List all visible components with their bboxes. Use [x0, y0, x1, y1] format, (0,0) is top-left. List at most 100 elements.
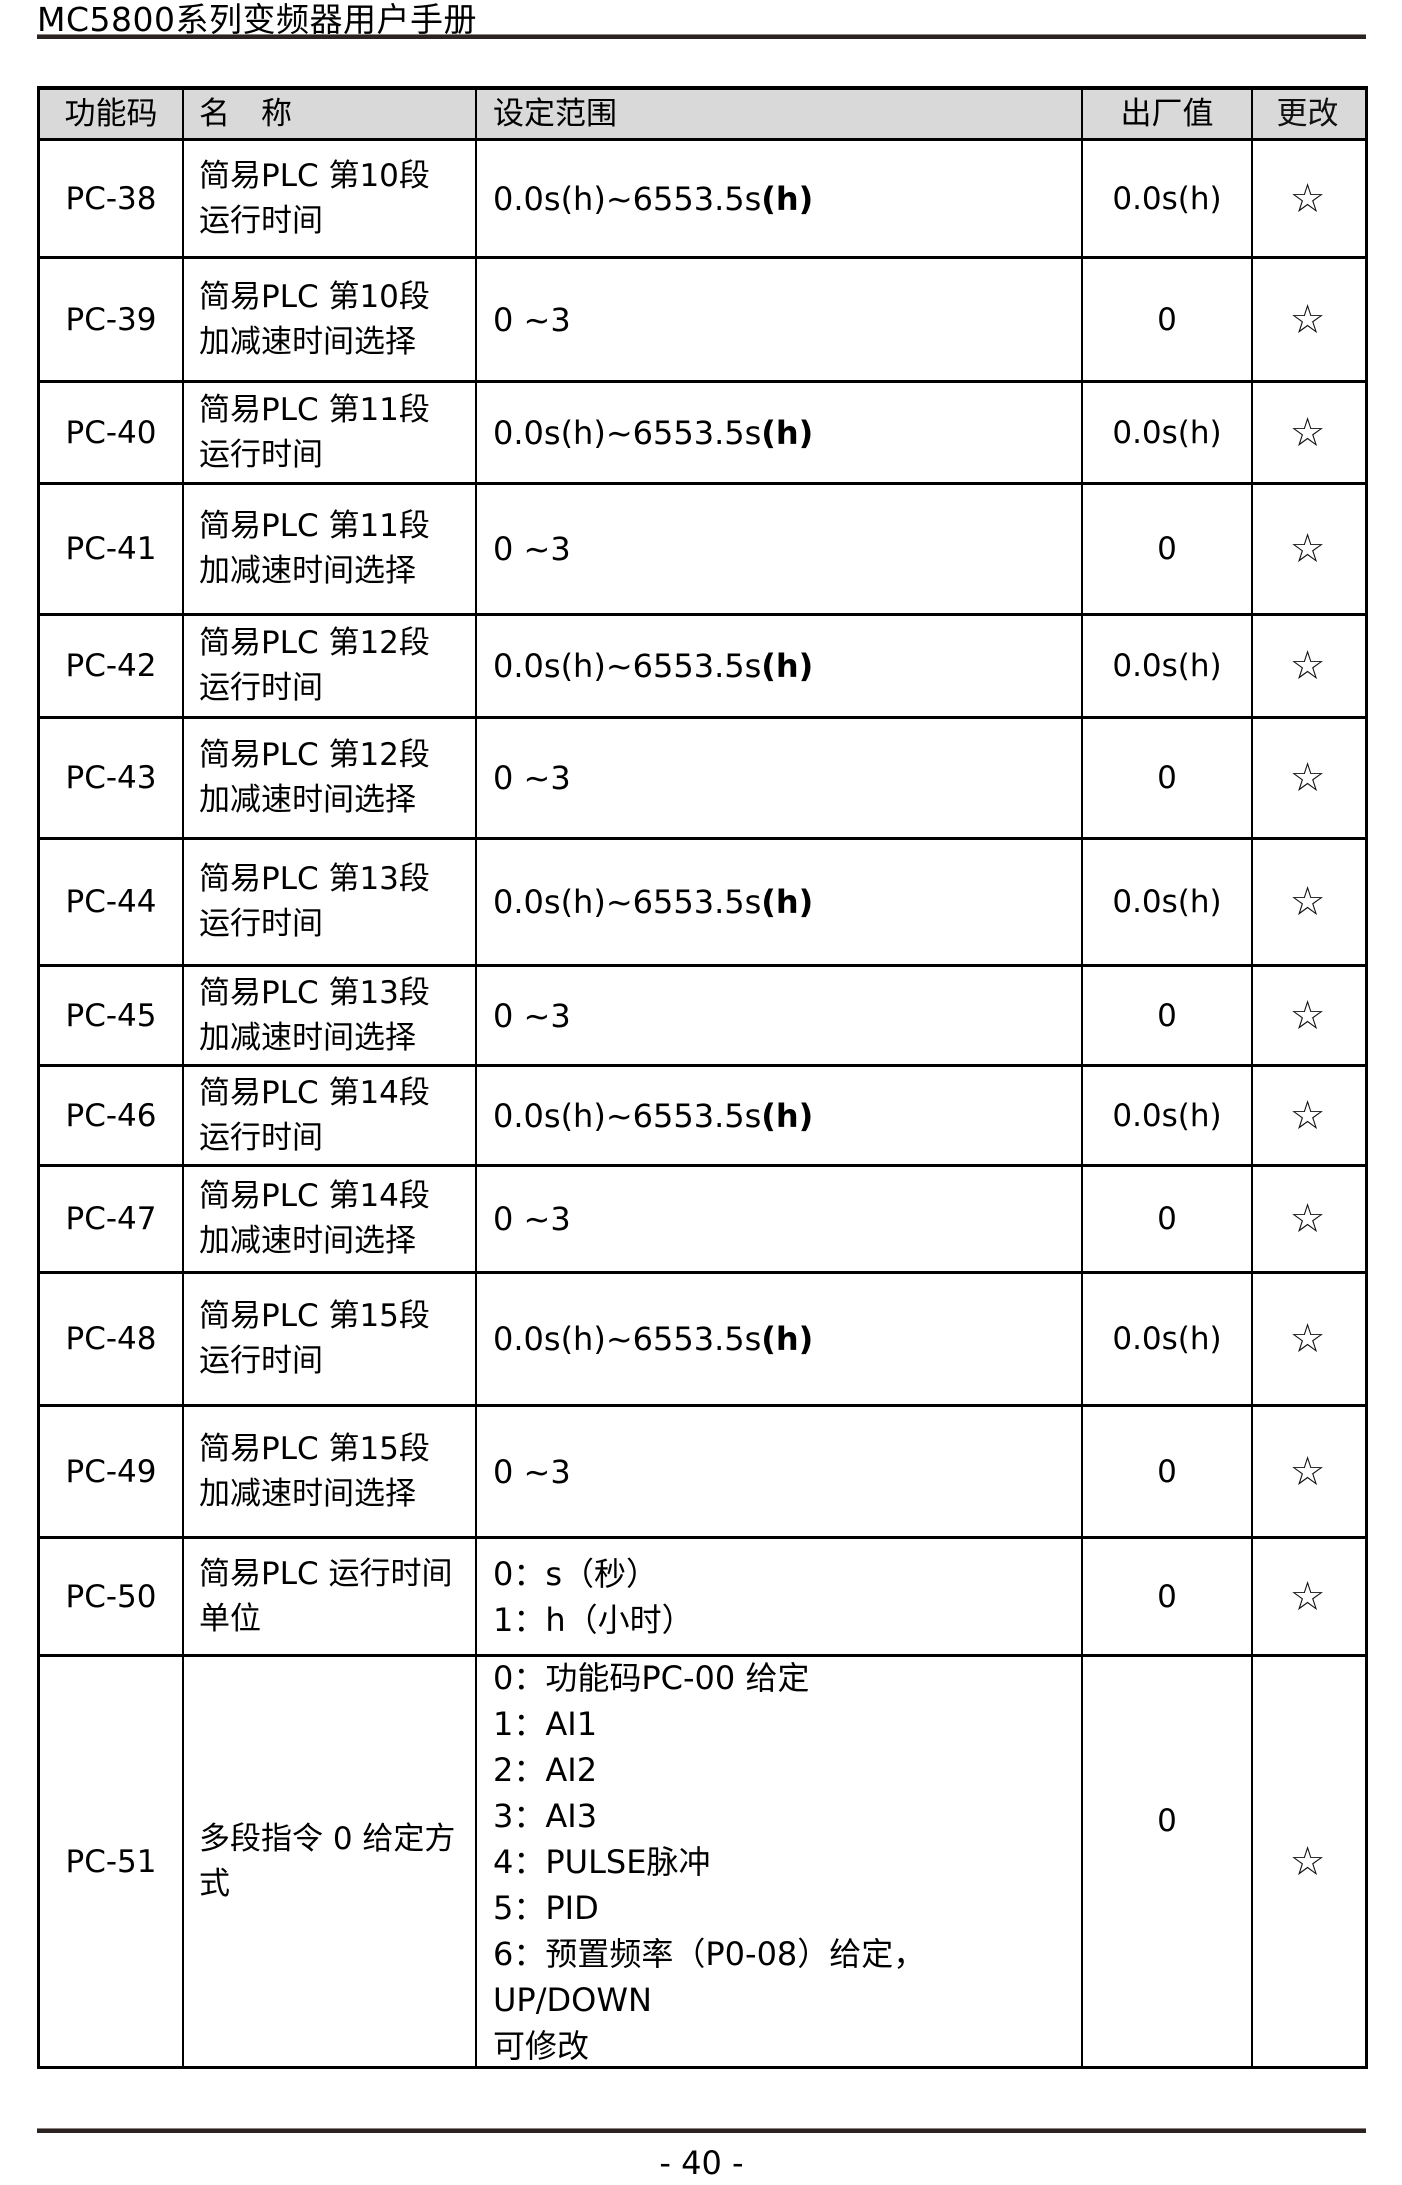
factory-value-cell: 0: [1083, 485, 1253, 613]
range-line: 1：h（小时）: [493, 1597, 1081, 1643]
name-line: 简易PLC 第13段: [199, 974, 430, 1011]
table-header-row: 功能码名 称设定范围 出厂值 更改: [40, 90, 1365, 141]
setting-range-cell: 0.0s(h)~6553.5s(h): [477, 840, 1083, 964]
factory-value-cell: 0: [1083, 1167, 1253, 1271]
change-cell: ☆: [1253, 1274, 1362, 1404]
change-cell: ☆: [1253, 141, 1362, 256]
change-star-icon: ☆: [1289, 1196, 1326, 1242]
name-cell: 简易PLC 第13段 加减速时间选择: [184, 967, 477, 1064]
range-line: 0.0s(h)~6553.5s(h): [493, 1316, 1081, 1362]
range-text: 3：AI3: [493, 1796, 598, 1835]
name-line: 简易PLC 第15段: [199, 1430, 430, 1467]
table-row: PC-43 简易PLC 第12段 加减速时间选择 0 ~3 0 ☆: [40, 719, 1365, 840]
change-cell: ☆: [1253, 1539, 1362, 1654]
name-cell: 简易PLC 第14段 加减速时间选择: [184, 1167, 477, 1271]
change-star-icon: ☆: [1289, 1573, 1326, 1620]
table-row: PC-38 简易PLC 第10段 运行时间 0.0s(h)~6553.5s(h) 0.0…: [40, 141, 1365, 259]
setting-range-cell: 0 ~3: [477, 967, 1083, 1064]
function-code-cell: PC-38: [40, 141, 184, 256]
range-text: (h): [761, 883, 814, 921]
range-text: 0.0s(h)~6553.5s: [493, 179, 762, 218]
change-star-icon: ☆: [1289, 1092, 1326, 1139]
table-row: PC-51 多段指令 0 给定方式 0：功能码PC-00 给定 1：AI1 2：AI2 3…: [40, 1657, 1365, 2066]
range-line: 0 ~3: [493, 1449, 1081, 1495]
range-text: 0 ~3: [493, 300, 571, 339]
name-line: 简易PLC 第11段: [199, 391, 430, 428]
change-cell: ☆: [1253, 485, 1362, 613]
factory-value-cell: 0: [1083, 719, 1253, 837]
change-cell: ☆: [1253, 719, 1362, 837]
name-cell: 简易PLC 第11段 运行时间: [184, 383, 477, 482]
change-star-icon: ☆: [1289, 296, 1326, 343]
change-star-icon: ☆: [1289, 1448, 1326, 1495]
page-title: MC5800系列变频器用户手册: [37, 0, 477, 39]
factory-value-cell: 0.0s(h): [1083, 383, 1253, 482]
change-star-icon: ☆: [1289, 643, 1326, 689]
range-line: 0.0s(h)~6553.5s(h): [493, 176, 1081, 222]
range-line: 0：功能码PC-00 给定: [493, 1657, 1081, 1701]
range-text: (h): [761, 1320, 814, 1358]
change-cell: ☆: [1253, 259, 1362, 380]
name-cell: 简易PLC 第10段 加减速时间选择: [184, 259, 477, 380]
factory-value-cell: 0: [1083, 1657, 1253, 2066]
setting-range-cell: 0：功能码PC-00 给定 1：AI1 2：AI2 3：AI3 4：PULSE脉冲 5：P…: [477, 1657, 1083, 2066]
range-line: 可修改: [493, 2023, 1081, 2067]
change-star-icon: ☆: [1289, 755, 1326, 801]
function-code-cell: PC-46: [40, 1067, 184, 1164]
range-line: 0 ~3: [493, 1196, 1081, 1242]
range-text: 0：功能码PC-00 给定: [493, 1658, 810, 1697]
name-line: 运行时间: [199, 202, 323, 239]
setting-range-cell: 0.0s(h)~6553.5s(h): [477, 1274, 1083, 1404]
function-code-cell: PC-44: [40, 840, 184, 964]
name-line: 简易PLC 第13段: [199, 861, 430, 897]
setting-range-cell: 0 ~3: [477, 1167, 1083, 1271]
range-line: 0 ~3: [493, 993, 1081, 1039]
range-text: 0.0s(h)~6553.5s: [493, 1320, 762, 1358]
header-factory-value: 出厂值: [1083, 90, 1253, 138]
name-cell: 简易PLC 第15段 加减速时间选择: [184, 1407, 477, 1536]
name-line: 简易PLC 第11段: [199, 508, 430, 544]
name-line: 运行时间: [199, 906, 323, 942]
table-row: PC-50 简易PLC 运行时间 单位 0：s（秒） 1：h（小时） 0 ☆: [40, 1539, 1365, 1657]
change-cell: ☆: [1253, 1167, 1362, 1271]
setting-range-cell: 0 ~3: [477, 1407, 1083, 1536]
name-cell: 简易PLC 第12段 运行时间: [184, 616, 477, 716]
name-cell: 简易PLC 第12段 加减速时间选择: [184, 719, 477, 837]
range-text: 0.0s(h)~6553.5s: [493, 647, 762, 685]
change-star-icon: ☆: [1289, 175, 1326, 222]
name-line: 运行时间: [199, 436, 323, 473]
header-setting-range: 设定范围: [477, 90, 1083, 138]
change-star-icon: ☆: [1289, 1316, 1326, 1362]
range-text: 0.0s(h)~6553.5s: [493, 1096, 762, 1135]
range-line: 2：AI2: [493, 1747, 1081, 1793]
table-row: PC-49 简易PLC 第15段 加减速时间选择 0 ~3 0 ☆: [40, 1407, 1365, 1539]
change-star-icon: ☆: [1289, 879, 1326, 925]
change-cell: ☆: [1253, 383, 1362, 482]
range-text: 5：PID: [493, 1888, 599, 1927]
function-code-cell: PC-50: [40, 1539, 184, 1654]
range-line: 6：预置频率（P0-08）给定，UP/DOWN: [493, 1931, 1081, 2023]
factory-value-cell: 0: [1083, 259, 1253, 380]
range-line: 0 ~3: [493, 526, 1081, 572]
table-row: PC-41 简易PLC 第11段 加减速时间选择 0 ~3 0 ☆: [40, 485, 1365, 616]
change-cell: ☆: [1253, 616, 1362, 716]
setting-range-cell: 0：s（秒） 1：h（小时）: [477, 1539, 1083, 1654]
function-code-cell: PC-40: [40, 383, 184, 482]
range-text: 0 ~3: [493, 996, 571, 1035]
range-line: 0.0s(h)~6553.5s(h): [493, 1093, 1081, 1139]
function-code-cell: PC-45: [40, 967, 184, 1064]
name-cell: 简易PLC 运行时间 单位: [184, 1539, 477, 1654]
table-row: PC-48 简易PLC 第15段 运行时间 0.0s(h)~6553.5s(h) 0.0…: [40, 1274, 1365, 1407]
range-line: 4：PULSE脉冲: [493, 1839, 1081, 1885]
page-header-rule: [37, 34, 1366, 39]
function-code-cell: PC-43: [40, 719, 184, 837]
range-text: 0.0s(h)~6553.5s: [493, 413, 762, 452]
name-line: 运行时间: [199, 670, 323, 706]
name-cell: 多段指令 0 给定方式: [184, 1657, 477, 2066]
header-name: 名 称: [184, 90, 477, 138]
range-text: 6：预置频率（P0-08）给定，UP/DOWN: [493, 1934, 926, 2019]
range-text: 1：AI1: [493, 1704, 598, 1743]
name-line: 式: [199, 1865, 230, 1902]
range-line: 0 ~3: [493, 297, 1081, 343]
setting-range-cell: 0.0s(h)~6553.5s(h): [477, 616, 1083, 716]
